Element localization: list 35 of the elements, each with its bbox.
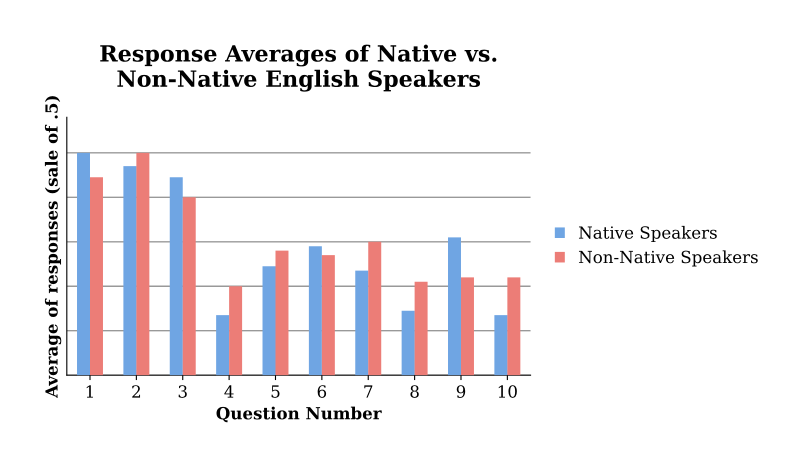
legend-label: Native Speakers	[578, 226, 717, 242]
bar	[262, 266, 276, 376]
bar	[90, 177, 103, 376]
bar	[402, 310, 415, 376]
bar	[182, 197, 196, 376]
x-tick-label: 8	[410, 385, 419, 398]
x-tick-label: 7	[364, 385, 372, 398]
x-axis-title: Question Number	[216, 406, 382, 422]
legend-label: Non-Native Speakers	[578, 250, 758, 267]
x-tick-label: 5	[272, 385, 280, 398]
bar	[229, 286, 242, 376]
x-tick-label: 4	[224, 385, 234, 398]
y-axis-title: Average of responses (sale of .5)	[44, 96, 62, 398]
bar	[322, 255, 335, 376]
x-tick-label: 1	[86, 385, 93, 398]
bar	[460, 277, 474, 376]
bar	[123, 166, 136, 376]
bar	[308, 246, 322, 376]
x-tick-label: 10	[498, 385, 517, 398]
bar	[275, 250, 288, 376]
bar	[170, 177, 183, 376]
bar	[136, 152, 150, 376]
bar	[448, 237, 461, 376]
bar	[216, 315, 230, 376]
chart-title: Response Averages of Native vs. Non-Native English Speakers	[100, 44, 496, 92]
bar	[507, 277, 520, 376]
x-tick-label: 2	[132, 385, 140, 398]
bar	[414, 282, 428, 376]
bar	[77, 152, 90, 376]
x-tick-label: 6	[318, 385, 326, 398]
bar	[368, 242, 382, 376]
bar	[355, 270, 368, 376]
x-tick-label: 3	[178, 385, 187, 398]
bar	[494, 315, 508, 376]
x-tick-label: 9	[456, 385, 466, 398]
